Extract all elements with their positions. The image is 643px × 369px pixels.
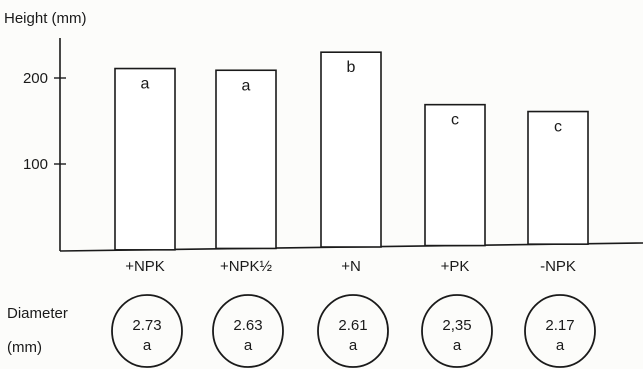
diameter-circle	[111, 294, 183, 368]
diameter-circles: 2.73 a 2.63 a 2.61 a 2,35 a 2.17 a	[111, 294, 596, 368]
bar	[114, 67, 176, 251]
diameter-circle	[317, 294, 389, 368]
x-tick-label: -NPK	[540, 258, 576, 275]
diameter-significance-label: a	[556, 337, 565, 354]
bar-significance-label: c	[554, 119, 562, 136]
diameter-value: 2,35	[442, 317, 471, 334]
bar	[320, 51, 382, 248]
diameter-value: 2.17	[545, 317, 574, 334]
diameter-value: 2.61	[338, 317, 367, 334]
diameter-significance-label: a	[143, 337, 152, 354]
bar-significance-label: a	[242, 77, 251, 94]
y-ticks: 100 200	[23, 70, 66, 173]
bar-significance-label: c	[451, 112, 459, 129]
x-tick-label: +PK	[441, 258, 470, 275]
bar	[215, 69, 277, 250]
bars: a a b c c	[114, 51, 589, 251]
bar-significance-label: b	[347, 59, 356, 76]
x-tick-label: +NPK	[125, 258, 165, 275]
diameter-label: Diameter	[7, 305, 68, 322]
diameter-circle	[524, 294, 596, 368]
diameter-circle	[421, 294, 493, 368]
diameter-significance-label: a	[453, 337, 462, 354]
y-tick-label: 200	[23, 70, 48, 87]
x-tick-labels: +NPK +NPK½ +N +PK -NPK	[125, 258, 576, 275]
x-tick-label: +N	[341, 258, 361, 275]
diameter-significance-label: a	[349, 337, 358, 354]
y-tick-label: 100	[23, 156, 48, 173]
y-axis-label: Height (mm)	[4, 10, 87, 27]
bar-significance-label: a	[141, 76, 150, 93]
bar	[527, 110, 589, 245]
diameter-circle	[212, 294, 284, 368]
x-tick-label: +NPK½	[220, 258, 273, 275]
bar	[424, 103, 486, 247]
diameter-value: 2.73	[132, 317, 161, 334]
diameter-unit-label: (mm)	[7, 339, 42, 356]
diameter-value: 2.63	[233, 317, 262, 334]
diameter-significance-label: a	[244, 337, 253, 354]
